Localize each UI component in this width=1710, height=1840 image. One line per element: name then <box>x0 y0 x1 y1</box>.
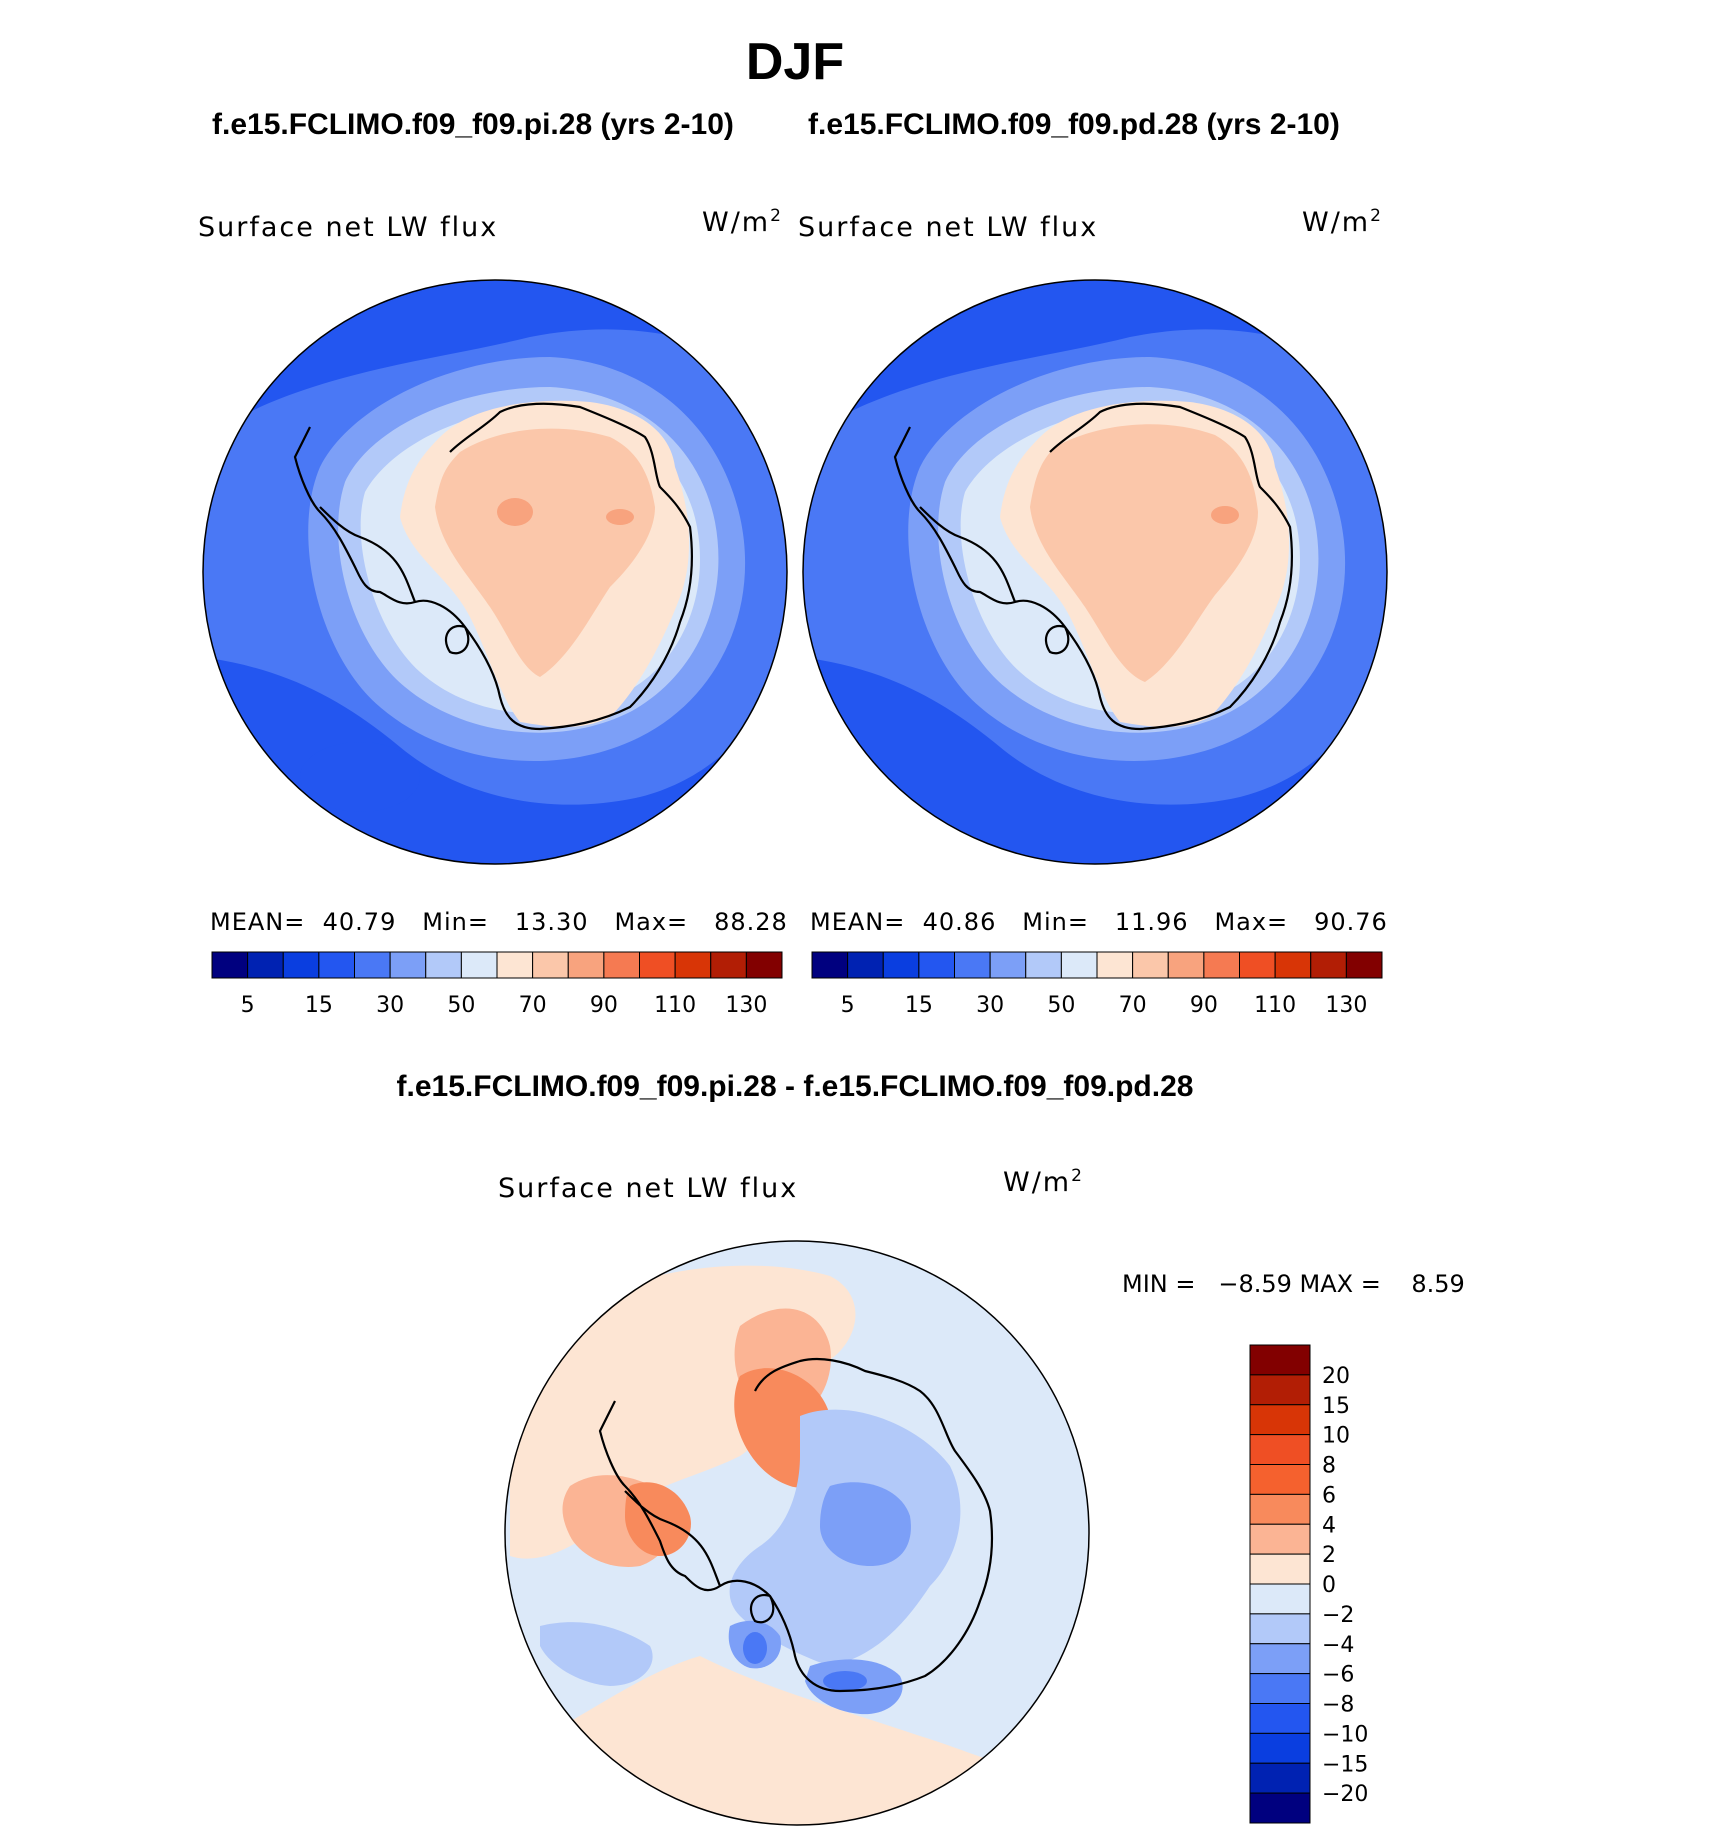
diff-colorbar-box <box>1249 1464 1311 1495</box>
diff-colorbar-tick-label: −4 <box>1322 1633 1354 1658</box>
right-colorbar-box <box>1132 951 1169 979</box>
right-colorbar-tick-label: 5 <box>841 993 855 1018</box>
left-colorbar-box <box>247 951 284 979</box>
diff-minmax: MIN = −8.59 MAX = 8.59 <box>1122 1270 1465 1298</box>
left-colorbar-box <box>496 951 534 979</box>
diff-colorbar-tick-label: 2 <box>1322 1543 1336 1568</box>
left-stats: MEAN= 40.79 Min= 13.30 Max= 88.28 <box>210 908 788 936</box>
diff-colorbar-box <box>1249 1434 1311 1465</box>
diff-colorbar-box <box>1249 1732 1311 1764</box>
right-colorbar-box <box>1310 951 1347 979</box>
left-colorbar-box <box>389 951 427 979</box>
diff-colorbar-tick-label: −20 <box>1322 1782 1368 1807</box>
left-colorbar-box <box>211 951 249 979</box>
left-colorbar-box <box>354 951 391 979</box>
right-colorbar-box <box>1274 951 1312 979</box>
diff-colorbar-box <box>1249 1673 1311 1704</box>
diff-colorbar-box <box>1249 1643 1311 1675</box>
diff-colorbar-box <box>1249 1703 1311 1734</box>
diff-colorbar-tick-label: 15 <box>1322 1394 1350 1419</box>
right-colorbar: 5 15 30 50 70 90 110 130 <box>811 951 1383 1018</box>
difference-title: f.e15.FCLIMO.f09_f09.pi.28 - f.e15.FCLIM… <box>396 1070 1194 1103</box>
right-variable-label: Surface net LW flux <box>798 212 1099 243</box>
diff-colorbar-box <box>1249 1344 1311 1376</box>
right-colorbar-box <box>1239 951 1276 979</box>
left-colorbar: 5 15 30 50 70 90 110 130 <box>211 951 783 1018</box>
diff-colorbar-tick-label: −8 <box>1322 1693 1354 1718</box>
right-colorbar-box <box>1025 951 1062 979</box>
diff-colorbar-tick-label: −6 <box>1322 1663 1354 1688</box>
right-case-title: f.e15.FCLIMO.f09_f09.pd.28 (yrs 2-10) <box>808 108 1340 141</box>
diff-colorbar-tick-label: 4 <box>1322 1513 1336 1538</box>
right-colorbar-box <box>847 951 884 979</box>
right-colorbar-tick-label: 130 <box>1325 993 1367 1018</box>
right-colorbar-box <box>882 951 920 979</box>
right-units-label: W/m2 <box>1302 206 1381 238</box>
right-colorbar-tick-label: 15 <box>905 993 933 1018</box>
diff-colorbar-tick-label: −10 <box>1322 1722 1368 1747</box>
left-colorbar-tick-label: 50 <box>447 993 475 1018</box>
left-variable-label: Surface net LW flux <box>198 212 499 243</box>
right-colorbar-box <box>989 951 1027 979</box>
left-polar-map <box>202 279 788 865</box>
right-polar-map <box>802 279 1388 865</box>
left-colorbar-box <box>532 951 569 979</box>
left-units-label: W/m2 <box>702 206 781 238</box>
right-colorbar-box <box>918 951 955 979</box>
right-stats: MEAN= 40.86 Min= 11.96 Max= 90.76 <box>810 908 1388 936</box>
diff-colorbar-tick-label: 6 <box>1322 1483 1336 1508</box>
diff-colorbar-box <box>1249 1374 1311 1406</box>
left-colorbar-box <box>710 951 747 979</box>
diff-colorbar-box <box>1249 1613 1311 1645</box>
left-colorbar-box <box>425 951 462 979</box>
right-colorbar-box <box>1060 951 1098 979</box>
right-colorbar-tick-label: 110 <box>1254 993 1296 1018</box>
left-colorbar-box <box>282 951 320 979</box>
left-colorbar-box <box>460 951 498 979</box>
right-colorbar-tick-label: 90 <box>1190 993 1218 1018</box>
left-colorbar-box <box>745 951 783 979</box>
right-colorbar-box <box>1167 951 1205 979</box>
left-colorbar-tick-label: 90 <box>590 993 618 1018</box>
difference-polar-map <box>504 1240 1090 1826</box>
diff-colorbar-box <box>1249 1583 1311 1615</box>
left-colorbar-tick-label: 30 <box>376 993 404 1018</box>
right-colorbar-box <box>1203 951 1240 979</box>
diff-colorbar-tick-label: 8 <box>1322 1454 1336 1479</box>
diff-colorbar-box <box>1249 1493 1311 1525</box>
left-colorbar-box <box>567 951 605 979</box>
diff-variable-label: Surface net LW flux <box>498 1173 799 1204</box>
left-colorbar-box <box>603 951 640 979</box>
diff-colorbar-tick-label: 0 <box>1322 1573 1336 1598</box>
left-colorbar-box <box>639 951 676 979</box>
diff-colorbar-tick-label: 10 <box>1322 1424 1350 1449</box>
diff-colorbar-box <box>1249 1523 1311 1555</box>
diff-colorbar-box <box>1249 1762 1311 1794</box>
left-colorbar-tick-label: 70 <box>519 993 547 1018</box>
left-colorbar-tick-label: 15 <box>305 993 333 1018</box>
diff-colorbar-box <box>1249 1553 1311 1585</box>
diff-units-label: W/m2 <box>1003 1166 1082 1198</box>
left-colorbar-tick-label: 130 <box>725 993 767 1018</box>
diff-colorbar-box <box>1249 1404 1311 1436</box>
right-colorbar-box <box>1345 951 1383 979</box>
left-colorbar-tick-label: 110 <box>654 993 696 1018</box>
left-case-title: f.e15.FCLIMO.f09_f09.pi.28 (yrs 2-10) <box>212 108 734 141</box>
left-colorbar-tick-label: 5 <box>241 993 255 1018</box>
right-colorbar-tick-label: 70 <box>1119 993 1147 1018</box>
diff-colorbar-tick-label: −2 <box>1322 1603 1354 1628</box>
diff-colorbar-tick-label: 20 <box>1322 1364 1350 1389</box>
left-colorbar-box <box>318 951 355 979</box>
right-colorbar-box <box>1096 951 1134 979</box>
right-colorbar-tick-label: 50 <box>1047 993 1075 1018</box>
diff-colorbar-tick-label: −15 <box>1322 1752 1368 1777</box>
season-title: DJF <box>745 33 845 91</box>
right-colorbar-box <box>811 951 849 979</box>
diff-colorbar-box <box>1249 1792 1311 1824</box>
left-colorbar-box <box>674 951 712 979</box>
right-colorbar-box <box>954 951 991 979</box>
right-colorbar-tick-label: 30 <box>976 993 1004 1018</box>
